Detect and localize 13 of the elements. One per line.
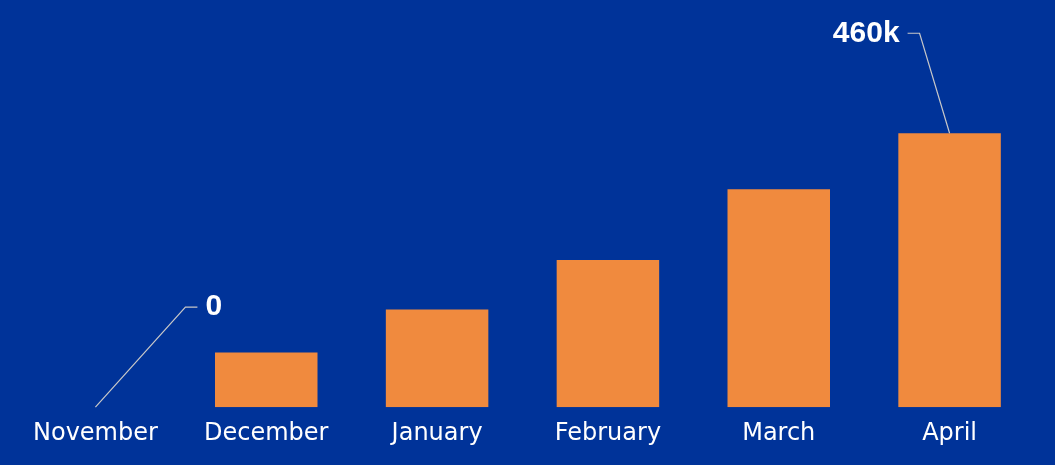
x-tick-label: February [554,417,662,446]
x-tick-label: March [742,417,816,446]
x-tick-label: April [922,417,978,446]
bar [898,133,1001,408]
bar [385,309,489,408]
data-label: 0 [205,288,223,322]
x-tick-label: December [204,417,329,446]
data-label: 460k [832,14,900,48]
bar [215,352,318,408]
bar [556,260,660,408]
bar [727,189,830,408]
x-tick-label: January [389,417,483,446]
x-tick-label: November [32,417,158,446]
